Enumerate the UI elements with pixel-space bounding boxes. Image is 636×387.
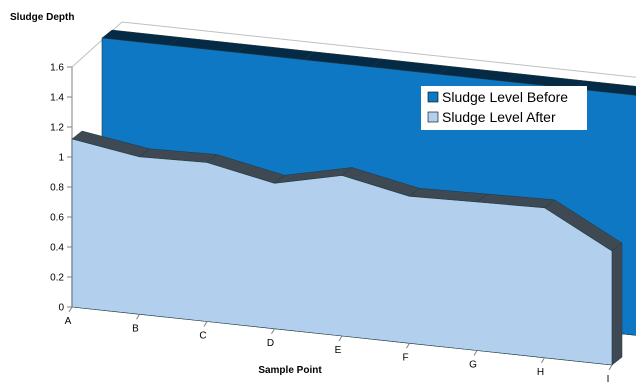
x-tick-2 <box>203 321 208 327</box>
frame-top-edge <box>71 21 636 78</box>
y-tick-label: 0 <box>58 303 64 314</box>
y-tick-label: 0.6 <box>50 213 64 224</box>
x-tick-label: C <box>199 331 206 342</box>
x-tick-label: F <box>402 352 408 363</box>
series-after-end-cap <box>611 242 623 366</box>
x-tick-7 <box>541 357 545 364</box>
x-axis: A B C D E F G H I <box>65 306 613 385</box>
x-tick-0 <box>68 306 73 313</box>
legend-label-before: Sludge Level Before <box>442 89 568 105</box>
series-front <box>71 130 623 366</box>
x-tick-label: D <box>267 338 274 349</box>
x-tick-label: G <box>469 360 477 371</box>
legend-box <box>421 86 587 130</box>
y-axis-title: Sludge Depth <box>10 12 74 23</box>
legend-swatch-before <box>427 91 439 103</box>
x-tick-6 <box>473 350 478 356</box>
x-tick-8 <box>608 364 613 371</box>
x-tick-label: H <box>537 367 544 378</box>
x-tick-4 <box>338 335 343 342</box>
x-tick-label: A <box>65 316 72 327</box>
y-tick-label: 1 <box>58 153 64 164</box>
y-tick-label: 0.4 <box>50 243 64 254</box>
x-axis-title: Sample Point <box>258 365 322 376</box>
legend-label-after: Sludge Level After <box>442 109 556 125</box>
y-tick-label: 1.4 <box>50 93 64 104</box>
legend: Sludge Level Before Sludge Level After <box>421 86 587 130</box>
y-tick-label: 0.2 <box>50 273 64 284</box>
x-tick-label: E <box>335 345 342 356</box>
x-tick-1 <box>136 313 140 320</box>
x-tick-5 <box>406 342 410 349</box>
y-tick-label: 1.2 <box>50 123 64 134</box>
y-axis: 0 0.2 0.4 0.6 0.8 1 1.2 1.4 1.6 <box>50 63 72 314</box>
y-tick-label: 1.6 <box>50 63 64 74</box>
x-tick-label: B <box>132 323 139 334</box>
legend-swatch-after <box>427 111 439 123</box>
x-tick-3 <box>271 328 275 335</box>
y-tick-label: 0.8 <box>50 183 64 194</box>
x-tick-label: I <box>607 374 610 385</box>
